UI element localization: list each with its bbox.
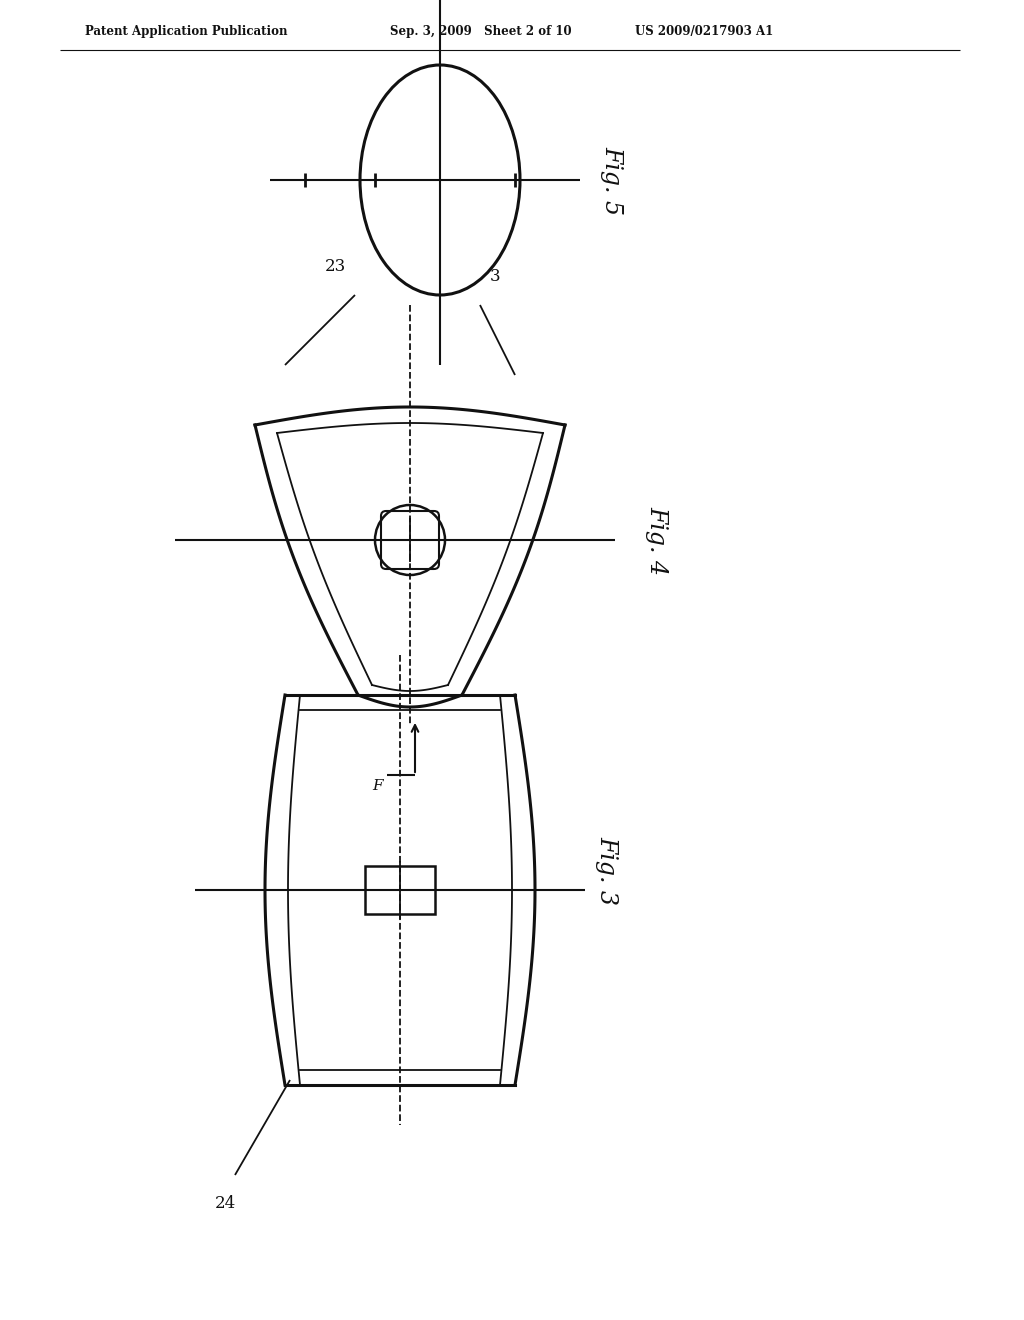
- Text: 23: 23: [325, 257, 346, 275]
- Text: Fig. 3: Fig. 3: [595, 836, 618, 904]
- Text: Sep. 3, 2009   Sheet 2 of 10: Sep. 3, 2009 Sheet 2 of 10: [390, 25, 571, 38]
- Text: Fig. 4: Fig. 4: [645, 506, 668, 574]
- Text: Fig. 5: Fig. 5: [600, 145, 623, 214]
- Bar: [365, 866, 435, 913]
- Text: US 2009/0217903 A1: US 2009/0217903 A1: [635, 25, 773, 38]
- Text: 24: 24: [215, 1195, 237, 1212]
- Text: F: F: [373, 779, 383, 793]
- Text: 3: 3: [490, 268, 501, 285]
- Text: Patent Application Publication: Patent Application Publication: [85, 25, 288, 38]
